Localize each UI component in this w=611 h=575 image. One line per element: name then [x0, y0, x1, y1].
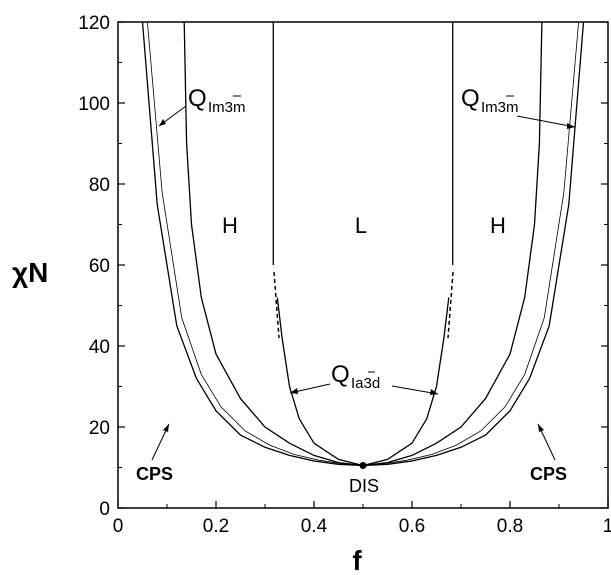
cps-left-arrowhead — [163, 424, 169, 432]
annotation-cps-right: CPS — [530, 423, 567, 484]
metastable-dashes — [273, 271, 454, 339]
boundary-c-h-left — [183, 21, 364, 467]
critical-point-marker — [359, 461, 367, 469]
axis-ticks: 0 0.2 0.4 0.6 0.8 1 0 20 40 60 80 100 120 — [78, 13, 611, 537]
y-tick-label: 120 — [78, 13, 110, 34]
boundary-cps-inner — [147, 21, 579, 466]
q-ia3d-arrowhead-right — [430, 389, 438, 395]
cps-left-label: CPS — [136, 464, 173, 484]
dis-label: DIS — [349, 476, 379, 496]
q-im3m-right-arrow — [516, 115, 576, 128]
x-tick-label: 0.6 — [399, 516, 425, 537]
q-ia3d-subscript: Ia3d — [351, 375, 380, 392]
x-tick-label: 0 — [113, 516, 124, 537]
cps-right-arrowhead — [538, 424, 544, 432]
annotation-cps-left: CPS — [136, 423, 173, 484]
x-tick-label: 0.8 — [497, 516, 523, 537]
boundary-odt — [141, 21, 585, 467]
q-im3m-right-subscript: Im3m — [481, 99, 519, 116]
x-tick-label: 0.2 — [203, 516, 229, 537]
boundary-c-h-right — [362, 21, 543, 467]
y-tick-label: 0 — [99, 499, 110, 520]
q-im3m-left-label: Q — [188, 85, 207, 112]
q-im3m-left-subscript: Im3m — [208, 99, 246, 116]
region-label-h-left: H — [222, 213, 238, 238]
annotation-q-im3m-right: Q Im3m — [461, 85, 576, 129]
annotation-q-im3m-left: Q Im3m — [158, 85, 246, 127]
y-tick-label: 60 — [89, 256, 110, 277]
region-label-h-right: H — [490, 213, 506, 238]
annotation-q-ia3d: Q Ia3d — [289, 361, 439, 395]
boundary-h-l-left-low — [276, 297, 364, 467]
q-im3m-right-label: Q — [461, 85, 480, 112]
y-tick-label: 80 — [89, 175, 110, 196]
dash-right — [447, 271, 454, 339]
y-tick-label: 40 — [89, 337, 110, 358]
q-ia3d-arrow-right — [391, 385, 439, 395]
region-label-l: L — [355, 213, 367, 238]
x-tick-label: 1 — [603, 516, 611, 537]
x-axis-title: f — [352, 545, 362, 575]
q-ia3d-arrowhead-left — [290, 388, 298, 394]
q-ia3d-label: Q — [331, 361, 350, 388]
boundary-h-l-right-low — [362, 297, 450, 467]
q-im3m-left-arrowhead — [159, 119, 166, 126]
cps-right-label: CPS — [530, 464, 567, 484]
phase-boundaries — [141, 21, 585, 467]
y-axis-title: χN — [12, 257, 48, 288]
y-tick-label: 20 — [89, 418, 110, 439]
y-tick-label: 100 — [78, 94, 110, 115]
q-im3m-right-arrowhead — [567, 123, 575, 129]
x-tick-label: 0.4 — [301, 516, 328, 537]
